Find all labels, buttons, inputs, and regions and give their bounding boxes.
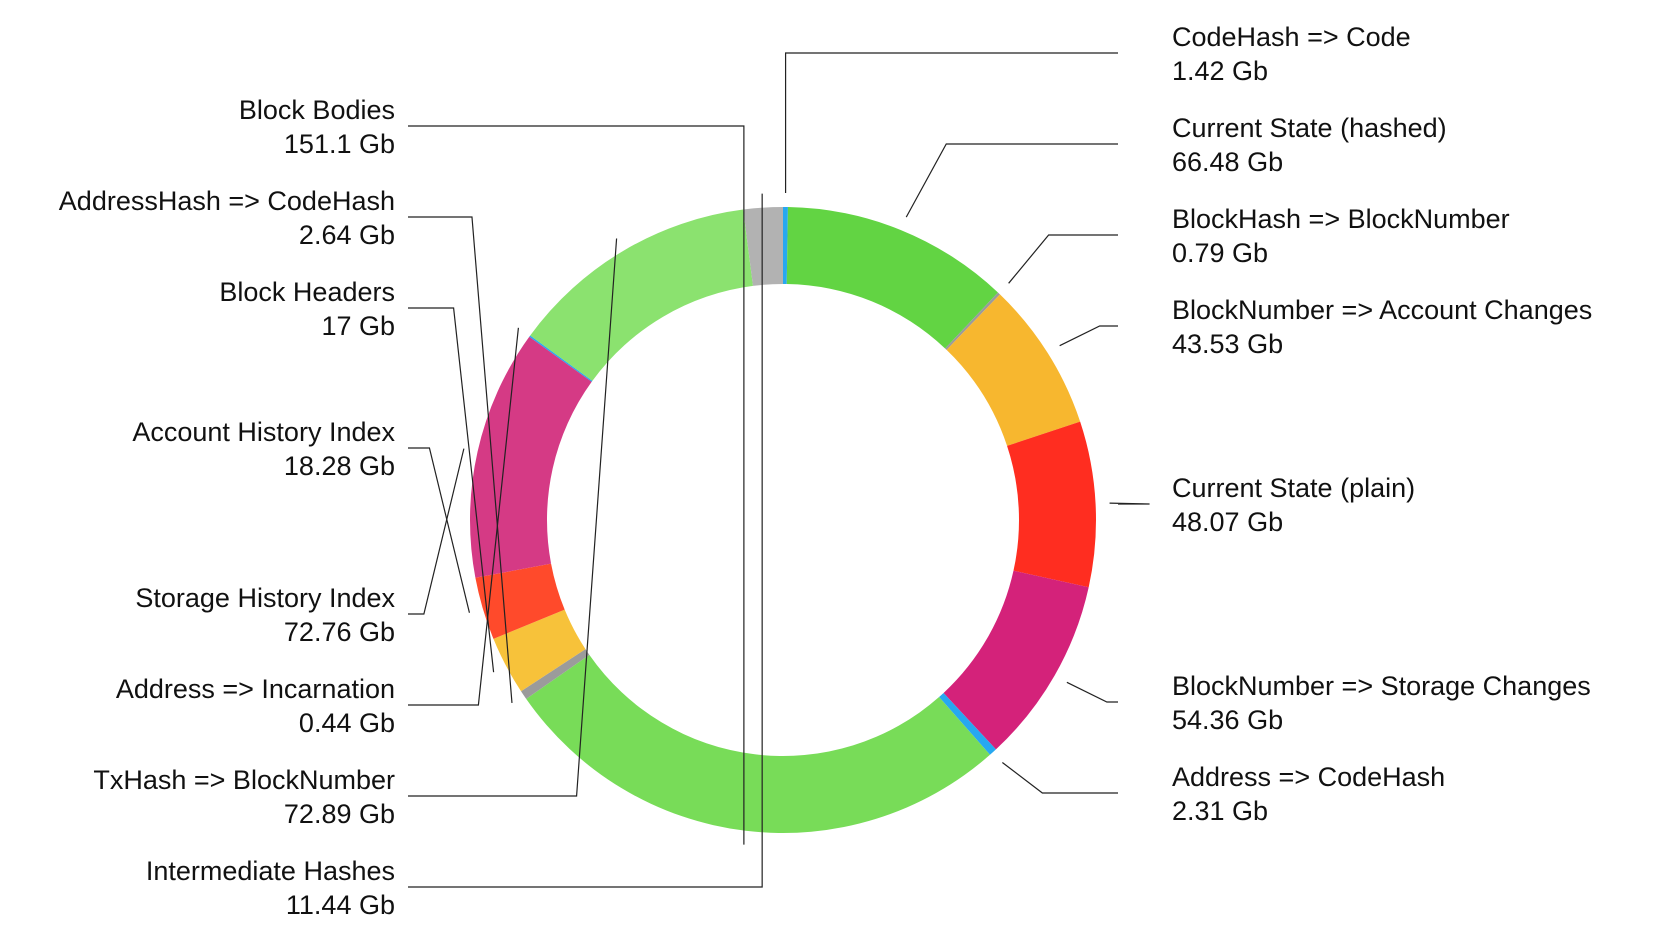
slice-current-state-plain bbox=[1007, 421, 1096, 588]
slice-value-blocknumber-storage-changes: 54.36 Gb bbox=[1172, 705, 1283, 735]
slice-label-intermediate-hashes: Intermediate Hashes bbox=[146, 856, 395, 886]
slice-value-block-bodies: 151.1 Gb bbox=[284, 129, 395, 159]
slice-account-history-index bbox=[475, 563, 565, 639]
slice-intermediate-hashes bbox=[743, 207, 783, 286]
slice-address-incarnation bbox=[529, 335, 593, 382]
slice-label-address-codehash: Address => CodeHash bbox=[1172, 762, 1445, 792]
slice-label-current-state-hashed: Current State (hashed) bbox=[1172, 113, 1447, 143]
slice-value-addresshash-codehash: 2.64 Gb bbox=[299, 220, 395, 250]
slice-value-current-state-hashed: 66.48 Gb bbox=[1172, 147, 1283, 177]
slice-blocknumber-account-changes bbox=[946, 294, 1081, 446]
slice-value-blockhash-blocknumber: 0.79 Gb bbox=[1172, 238, 1268, 268]
slice-block-bodies bbox=[526, 654, 990, 833]
slice-block-headers bbox=[493, 609, 586, 692]
leader-line-txhash-blocknumber bbox=[408, 238, 618, 797]
leader-line-blockhash-blocknumber bbox=[1008, 234, 1118, 284]
slice-addresshash-codehash bbox=[521, 649, 590, 699]
leader-lines bbox=[408, 52, 1150, 888]
slice-blocknumber-storage-changes bbox=[943, 570, 1089, 750]
leader-line-current-state-plain bbox=[1109, 502, 1150, 505]
slice-label-blocknumber-account-changes: BlockNumber => Account Changes bbox=[1172, 295, 1592, 325]
slice-value-address-incarnation: 0.44 Gb bbox=[299, 708, 395, 738]
slice-value-address-codehash: 2.31 Gb bbox=[1172, 796, 1268, 826]
slice-address-codehash bbox=[939, 692, 996, 755]
leader-line-codehash-code bbox=[784, 52, 1118, 194]
slice-label-block-bodies: Block Bodies bbox=[239, 95, 395, 125]
slice-label-blocknumber-storage-changes: BlockNumber => Storage Changes bbox=[1172, 671, 1591, 701]
slice-storage-history-index bbox=[470, 336, 592, 578]
slice-blockhash-blocknumber bbox=[945, 292, 1000, 350]
leader-line-blocknumber-account-changes bbox=[1059, 325, 1118, 347]
slice-label-block-headers: Block Headers bbox=[219, 277, 395, 307]
leader-line-addresshash-codehash bbox=[408, 216, 513, 704]
slice-value-intermediate-hashes: 11.44 Gb bbox=[286, 890, 395, 920]
slice-value-blocknumber-account-changes: 43.53 Gb bbox=[1172, 329, 1283, 359]
slice-label-addresshash-codehash: AddressHash => CodeHash bbox=[59, 186, 395, 216]
leader-line-block-bodies bbox=[408, 125, 745, 845]
leader-line-intermediate-hashes bbox=[408, 193, 763, 888]
slice-value-codehash-code: 1.42 Gb bbox=[1172, 56, 1268, 86]
leader-line-address-incarnation bbox=[408, 327, 519, 706]
slice-codehash-code bbox=[783, 207, 788, 285]
slice-value-block-headers: 17 Gb bbox=[321, 311, 395, 341]
slice-txhash-blocknumber bbox=[530, 209, 753, 381]
leader-line-address-codehash bbox=[1002, 762, 1118, 794]
slice-label-txhash-blocknumber: TxHash => BlockNumber bbox=[93, 765, 395, 795]
slice-value-account-history-index: 18.28 Gb bbox=[284, 451, 395, 481]
leader-line-blocknumber-storage-changes bbox=[1066, 681, 1118, 703]
slice-label-address-incarnation: Address => Incarnation bbox=[116, 674, 395, 704]
slice-label-account-history-index: Account History Index bbox=[132, 417, 395, 447]
slice-label-codehash-code: CodeHash => Code bbox=[1172, 22, 1411, 52]
slice-value-storage-history-index: 72.76 Gb bbox=[284, 617, 395, 647]
leader-line-block-headers bbox=[408, 307, 495, 673]
leader-line-storage-history-index bbox=[408, 448, 465, 615]
leader-line-account-history-index bbox=[408, 447, 471, 613]
slice-label-current-state-plain: Current State (plain) bbox=[1172, 473, 1415, 503]
slice-current-state-hashed bbox=[786, 207, 998, 349]
leader-line-current-state-hashed bbox=[905, 143, 1118, 218]
slice-value-current-state-plain: 48.07 Gb bbox=[1172, 507, 1283, 537]
slice-label-storage-history-index: Storage History Index bbox=[135, 583, 395, 613]
slice-label-blockhash-blocknumber: BlockHash => BlockNumber bbox=[1172, 204, 1510, 234]
slice-value-txhash-blocknumber: 72.89 Gb bbox=[284, 799, 395, 829]
donut-slices bbox=[470, 207, 1096, 833]
slice-labels: CodeHash => Code 1.42 Gb Current State (ha… bbox=[59, 22, 1592, 920]
